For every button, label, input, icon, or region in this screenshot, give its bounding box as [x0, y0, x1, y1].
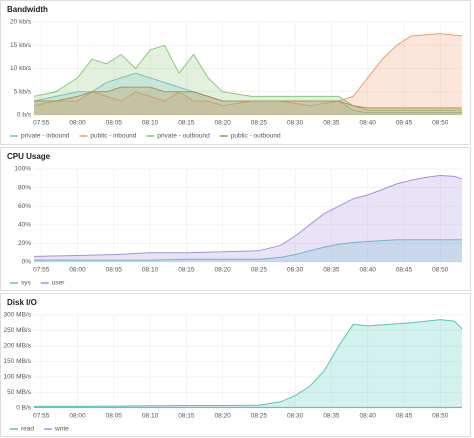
x-tick-label: 08:45 — [396, 413, 413, 420]
legend-label: write — [54, 426, 69, 433]
series-area — [34, 73, 462, 115]
y-tick-label: 20% — [18, 240, 31, 247]
x-tick-label: 08:30 — [287, 120, 304, 127]
x-tick-label: 08:15 — [178, 267, 195, 274]
x-tick-label: 08:20 — [214, 267, 231, 274]
x-tick-label: 08:05 — [106, 413, 123, 420]
x-tick-label: 07:55 — [33, 120, 50, 127]
y-tick-label: 15 kb/s — [10, 42, 32, 49]
x-tick-label: 08:20 — [214, 120, 231, 127]
y-tick-label: 0 b/s — [17, 112, 32, 119]
y-tick-label: 10 kb/s — [10, 65, 32, 72]
x-tick-label: 08:35 — [323, 267, 340, 274]
legend-label: private - inbound — [21, 133, 70, 140]
x-tick-label: 08:45 — [396, 267, 413, 274]
series-line — [33, 33, 463, 107]
x-tick-label: 08:40 — [360, 120, 377, 127]
series-area — [34, 175, 462, 262]
panel — [0, 293, 471, 437]
panel-title: Disk I/O — [7, 298, 37, 307]
legend-label: public - outbound — [231, 133, 281, 140]
y-tick-label: 250 MB/s — [4, 327, 32, 334]
x-tick-label: 08:40 — [360, 413, 377, 420]
x-tick-label: 08:25 — [251, 413, 268, 420]
series-line — [33, 174, 463, 257]
x-tick-label: 08:30 — [287, 413, 304, 420]
x-tick-label: 08:10 — [142, 413, 159, 420]
series-line — [33, 44, 462, 111]
x-tick-label: 08:10 — [142, 267, 159, 274]
x-tick-label: 08:10 — [142, 120, 159, 127]
x-tick-label: 08:05 — [106, 267, 123, 274]
legend-label: sys — [21, 280, 32, 287]
x-tick-label: 08:00 — [69, 267, 86, 274]
x-tick-label: 08:05 — [106, 120, 123, 127]
legend-label: read — [21, 426, 34, 433]
panel — [0, 0, 471, 145]
y-tick-label: 40% — [18, 222, 31, 229]
series-line — [34, 86, 462, 109]
y-tick-label: 300 MB/s — [4, 312, 32, 319]
x-tick-label: 07:55 — [33, 267, 50, 274]
x-tick-label: 08:15 — [178, 413, 195, 420]
x-tick-label: 08:25 — [251, 267, 268, 274]
x-tick-label: 08:50 — [432, 413, 449, 420]
y-tick-label: 100 MB/s — [4, 374, 32, 381]
panel — [0, 147, 471, 291]
panel-title: Bandwidth — [7, 5, 48, 14]
y-tick-label: 5 kb/s — [14, 88, 32, 95]
y-tick-label: 200 MB/s — [4, 343, 32, 350]
y-tick-label: 50 MB/s — [7, 389, 32, 396]
x-tick-label: 08:50 — [432, 120, 449, 127]
x-tick-label: 07:55 — [33, 413, 50, 420]
x-tick-label: 08:30 — [287, 267, 304, 274]
x-tick-label: 08:20 — [214, 413, 231, 420]
legend-label: user — [52, 280, 65, 287]
legend-label: public - inbound — [90, 133, 136, 140]
legend-label: private - outbound — [157, 133, 210, 140]
x-tick-label: 08:50 — [432, 267, 449, 274]
series-line — [34, 319, 463, 407]
x-tick-label: 08:40 — [360, 267, 377, 274]
x-tick-label: 08:15 — [178, 120, 195, 127]
x-tick-label: 08:45 — [396, 120, 413, 127]
y-tick-label: 150 MB/s — [4, 358, 32, 365]
x-tick-label: 08:00 — [69, 413, 86, 420]
y-tick-label: 60% — [18, 203, 31, 210]
y-tick-label: 0% — [22, 259, 32, 266]
x-tick-label: 08:25 — [251, 120, 268, 127]
y-tick-label: 0 B/s — [16, 405, 32, 412]
x-tick-label: 08:00 — [69, 120, 86, 127]
y-tick-label: 20 kb/s — [10, 19, 32, 26]
panel-title: CPU Usage — [7, 152, 51, 161]
y-tick-label: 80% — [18, 184, 31, 191]
series-area — [34, 239, 462, 262]
series-area — [34, 319, 462, 408]
series-area — [34, 45, 462, 115]
x-tick-label: 08:35 — [323, 120, 340, 127]
series-line — [34, 239, 462, 261]
x-tick-label: 08:35 — [323, 413, 340, 420]
y-tick-label: 100% — [14, 166, 31, 173]
